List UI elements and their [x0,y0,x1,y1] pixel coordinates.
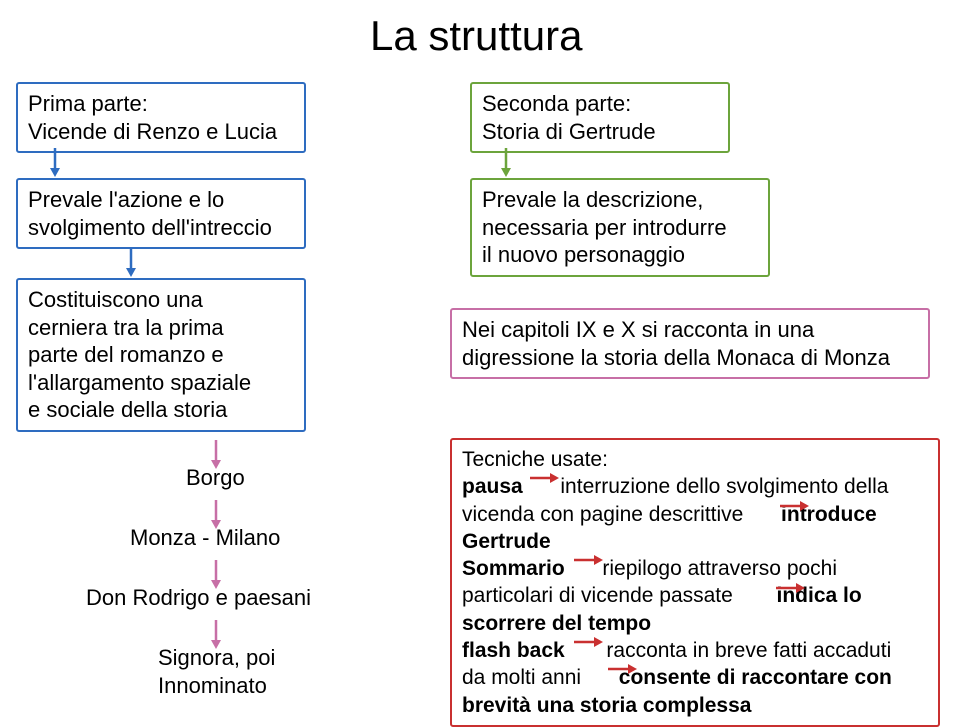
right-box-2: Prevale la descrizione, necessaria per i… [470,178,770,277]
tech-l5c: riepilogo attraverso pochi [602,557,837,580]
left-box-1: Prima parte: Vicende di Renzo e Lucia [16,82,306,153]
tech-sommario: Sommario [462,557,565,580]
tech-l10a: brevità una storia complessa [462,694,751,717]
tech-l7a: scorrere del tempo [462,612,651,635]
right-box-1: Seconda parte: Storia di Gertrude [470,82,730,153]
tech-l6c: indica lo [777,584,862,607]
left-box-2: Prevale l'azione e lo svolgimento dell'i… [16,178,306,249]
tech-l2b: interruzione dello svolgimento della [560,475,888,498]
tech-l3c: introduce [781,503,877,526]
tech-l9a: da molti anni [462,666,581,689]
left-chain-4: Signora, poi Innominato [158,644,275,699]
tech-l3a: vicenda con pagine descrittive [462,503,743,526]
tech-l8c: racconta in breve fatti accaduti [606,639,891,662]
tech-flashback: flash back [462,639,565,662]
left-box-3: Costituiscono una cerniera tra la prima … [16,278,306,432]
tech-l9c: consente di raccontare con [619,666,892,689]
left-chain-1: Borgo [186,464,245,492]
left-chain-3: Don Rodrigo e paesani [86,584,311,612]
tech-l6a: particolari di vicende passate [462,584,733,607]
tech-pausa: pausa [462,475,523,498]
left-chain-2: Monza - Milano [130,524,280,552]
right-box-3: Nei capitoli IX e X si racconta in una d… [450,308,930,379]
right-box-4: Tecniche usate: pausa interruzione dello… [450,438,940,727]
arrow-icon [126,248,136,277]
tech-l1: Tecniche usate: [462,448,608,471]
tech-l4a: Gertrude [462,530,551,553]
page-title: La struttura [370,12,582,60]
